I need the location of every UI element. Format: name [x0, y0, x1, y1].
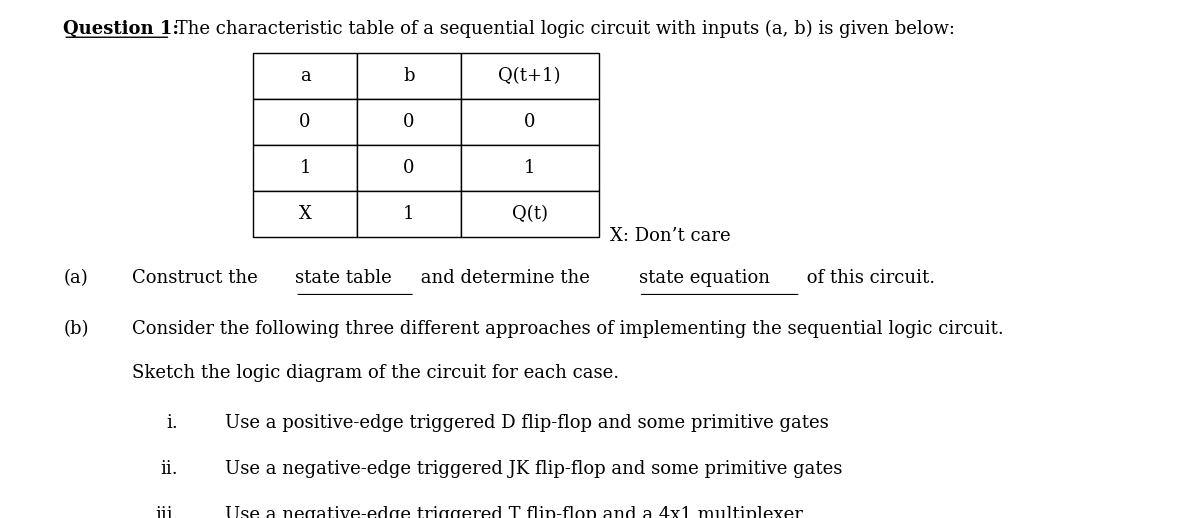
Text: state equation: state equation: [638, 269, 769, 287]
Bar: [253, 98, 356, 145]
Text: 0: 0: [524, 112, 535, 131]
Bar: [356, 191, 461, 237]
Text: Use a negative-edge triggered JK flip-flop and some primitive gates: Use a negative-edge triggered JK flip-fl…: [224, 460, 842, 478]
Text: 1: 1: [524, 159, 535, 177]
Text: a: a: [300, 67, 311, 84]
Bar: [461, 53, 599, 98]
Text: Question 1:: Question 1:: [64, 20, 179, 38]
Text: The characteristic table of a sequential logic circuit with inputs (a, b) is giv: The characteristic table of a sequential…: [170, 20, 955, 38]
Text: (b): (b): [64, 320, 89, 338]
Bar: [461, 191, 599, 237]
Text: Use a positive-edge triggered D flip-flop and some primitive gates: Use a positive-edge triggered D flip-flo…: [224, 414, 828, 432]
Text: X: Don’t care: X: Don’t care: [610, 227, 731, 246]
Text: Construct the: Construct the: [132, 269, 264, 287]
Text: Q(t): Q(t): [511, 205, 547, 223]
Text: Q(t+1): Q(t+1): [498, 67, 560, 84]
Text: 0: 0: [403, 159, 414, 177]
Text: 0: 0: [299, 112, 311, 131]
Text: 0: 0: [403, 112, 414, 131]
Text: Use a negative-edge triggered T flip-flop and a 4x1 multiplexer: Use a negative-edge triggered T flip-flo…: [224, 506, 803, 518]
Text: state table: state table: [295, 269, 392, 287]
Bar: [356, 145, 461, 191]
Bar: [356, 53, 461, 98]
Bar: [461, 98, 599, 145]
Bar: [253, 191, 356, 237]
Bar: [461, 145, 599, 191]
Text: 1: 1: [403, 205, 414, 223]
Text: Sketch the logic diagram of the circuit for each case.: Sketch the logic diagram of the circuit …: [132, 364, 619, 382]
Text: of this circuit.: of this circuit.: [800, 269, 935, 287]
Bar: [253, 145, 356, 191]
Bar: [253, 53, 356, 98]
Text: iii.: iii.: [155, 506, 179, 518]
Text: 1: 1: [299, 159, 311, 177]
Text: b: b: [403, 67, 414, 84]
Text: and determine the: and determine the: [415, 269, 595, 287]
Text: (a): (a): [64, 269, 88, 287]
Text: i.: i.: [167, 414, 179, 432]
Text: X: X: [299, 205, 312, 223]
Text: Consider the following three different approaches of implementing the sequential: Consider the following three different a…: [132, 320, 1004, 338]
Bar: [356, 98, 461, 145]
Text: ii.: ii.: [161, 460, 179, 478]
